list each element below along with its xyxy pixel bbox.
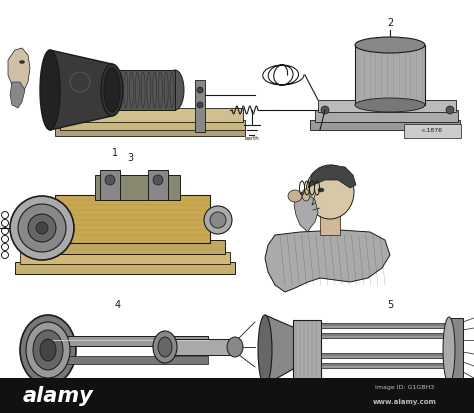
Bar xyxy=(310,120,460,130)
Bar xyxy=(95,175,180,200)
Circle shape xyxy=(18,204,66,252)
Polygon shape xyxy=(10,82,25,108)
Bar xyxy=(48,356,208,364)
Bar xyxy=(165,339,235,355)
Bar xyxy=(195,80,205,132)
Text: 2: 2 xyxy=(387,18,393,28)
Ellipse shape xyxy=(227,337,243,357)
Bar xyxy=(25,240,225,254)
Polygon shape xyxy=(308,165,356,188)
Bar xyxy=(321,353,449,358)
Bar xyxy=(65,108,243,122)
Ellipse shape xyxy=(40,339,56,361)
Ellipse shape xyxy=(355,37,425,53)
Text: 4: 4 xyxy=(115,300,121,310)
Bar xyxy=(321,323,449,328)
Text: 5: 5 xyxy=(387,300,393,310)
Text: earth: earth xyxy=(245,136,259,141)
Ellipse shape xyxy=(302,189,310,201)
Ellipse shape xyxy=(158,337,172,357)
Ellipse shape xyxy=(258,315,272,385)
Bar xyxy=(15,262,235,274)
Ellipse shape xyxy=(306,165,354,219)
Bar xyxy=(218,212,230,228)
Bar xyxy=(355,45,425,105)
Text: 3: 3 xyxy=(127,153,133,163)
Ellipse shape xyxy=(40,50,60,130)
Circle shape xyxy=(321,106,329,114)
Text: 1: 1 xyxy=(112,148,118,158)
Polygon shape xyxy=(265,230,390,292)
Ellipse shape xyxy=(288,190,302,202)
Circle shape xyxy=(446,106,454,114)
Polygon shape xyxy=(8,48,30,92)
Polygon shape xyxy=(265,315,295,385)
Circle shape xyxy=(153,175,163,185)
Bar xyxy=(321,333,449,338)
Circle shape xyxy=(210,212,226,228)
Bar xyxy=(55,195,210,243)
Ellipse shape xyxy=(33,330,63,370)
Bar xyxy=(449,318,463,384)
Ellipse shape xyxy=(153,331,177,363)
FancyBboxPatch shape xyxy=(404,124,461,138)
Bar xyxy=(318,100,456,112)
Bar xyxy=(0,378,474,413)
Ellipse shape xyxy=(26,322,70,378)
Circle shape xyxy=(197,102,203,108)
Ellipse shape xyxy=(20,315,76,385)
Text: alamy: alamy xyxy=(23,385,93,406)
Ellipse shape xyxy=(19,60,25,64)
Text: Image ID: G1GBH3: Image ID: G1GBH3 xyxy=(375,385,435,391)
Circle shape xyxy=(10,196,74,260)
Bar xyxy=(148,170,168,200)
Bar xyxy=(315,110,458,122)
Ellipse shape xyxy=(108,71,122,109)
Text: J.T.B. DEL.: J.T.B. DEL. xyxy=(113,388,151,397)
Circle shape xyxy=(28,214,56,242)
Circle shape xyxy=(36,222,48,234)
Bar xyxy=(293,320,321,380)
Circle shape xyxy=(197,87,203,93)
Ellipse shape xyxy=(104,68,120,112)
Bar xyxy=(60,120,245,130)
Bar xyxy=(100,170,120,200)
Text: c.1876: c.1876 xyxy=(421,128,443,133)
Bar xyxy=(55,128,245,136)
Circle shape xyxy=(204,206,232,234)
Text: www.alamy.com: www.alamy.com xyxy=(373,399,437,405)
Bar xyxy=(321,363,449,368)
Ellipse shape xyxy=(318,188,324,192)
Polygon shape xyxy=(50,50,112,130)
Bar xyxy=(20,252,230,264)
Ellipse shape xyxy=(443,317,455,383)
Polygon shape xyxy=(294,192,318,232)
Ellipse shape xyxy=(101,64,123,116)
Ellipse shape xyxy=(355,98,425,112)
Circle shape xyxy=(105,175,115,185)
Bar xyxy=(320,210,340,235)
Bar xyxy=(115,70,175,110)
Bar xyxy=(48,336,208,346)
Ellipse shape xyxy=(166,70,184,110)
